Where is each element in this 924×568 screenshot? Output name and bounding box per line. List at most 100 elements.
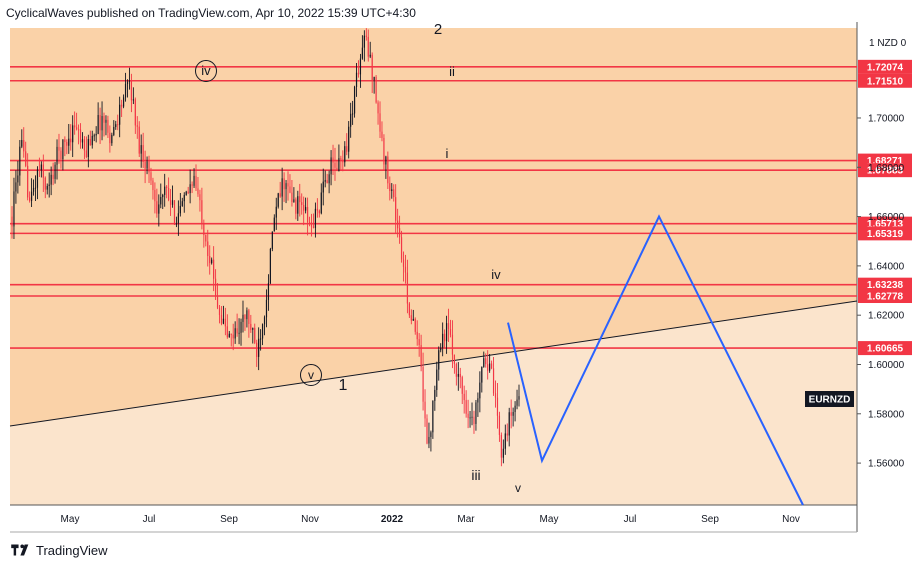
candle-body — [23, 140, 25, 152]
candle-body — [508, 412, 510, 436]
candle-body — [440, 347, 442, 351]
time-tick-label: 2022 — [381, 514, 404, 525]
candle-body — [344, 146, 346, 163]
candle-body — [168, 188, 170, 201]
candle-body — [352, 113, 354, 115]
candle-body — [434, 389, 436, 401]
candle-body — [183, 194, 185, 202]
candle-body — [209, 256, 211, 264]
candles — [11, 28, 520, 467]
resistance-price-tag — [858, 289, 912, 304]
candle-body — [355, 72, 358, 87]
chart-area-upper — [10, 28, 857, 426]
candle-body — [68, 138, 70, 146]
candle-body — [471, 416, 473, 418]
candle-body — [514, 405, 516, 413]
time-axis[interactable]: May Jul Sep Nov 2022 Mar May Jul Sep Nov — [61, 514, 800, 525]
candle-body — [504, 433, 506, 449]
candle-body — [387, 156, 389, 184]
candle-body — [383, 137, 385, 165]
candle-body — [442, 333, 444, 348]
candle-body — [199, 194, 201, 201]
candle-body — [461, 377, 463, 394]
projection — [507, 214, 804, 506]
candle-body — [213, 259, 215, 279]
ascending-trendline — [9, 300, 858, 427]
candle-body — [301, 202, 303, 205]
candle-body — [367, 36, 369, 57]
candle-body — [171, 200, 174, 205]
candle-body — [232, 334, 234, 339]
resistance-price-tag — [858, 163, 912, 178]
candle-body — [350, 113, 352, 127]
candle-body — [353, 86, 356, 114]
candle-body — [340, 158, 342, 160]
candle-body — [303, 204, 305, 211]
candle-body — [224, 318, 226, 327]
candle-body — [40, 164, 42, 171]
candle-body — [136, 125, 138, 127]
price-axis[interactable]: 1 NZD 0 1.56000 1.58000 1.60000 1.62000 1.640… — [805, 38, 907, 470]
candle-body — [156, 201, 158, 214]
candle-body — [420, 345, 422, 368]
candle-body — [477, 398, 479, 403]
candle-body — [373, 76, 375, 81]
candle-body — [267, 283, 270, 300]
resistance-price-label: 1.65319 — [867, 229, 904, 240]
time-tick-label: Nov — [782, 514, 800, 525]
price-tick-label: 1.68000 — [868, 163, 905, 174]
candle-body — [34, 187, 37, 189]
candle-body — [408, 303, 410, 316]
candle-body — [432, 400, 434, 433]
candle-body — [218, 307, 221, 315]
candle-body — [109, 132, 111, 144]
candle-body — [142, 145, 144, 162]
candle-body — [500, 434, 502, 458]
candle-body — [424, 401, 426, 419]
resistance-price-label: 1.60665 — [867, 344, 904, 355]
candle-body — [279, 193, 281, 197]
candle-body — [416, 331, 418, 340]
candle-body — [111, 134, 113, 144]
candle-body — [412, 318, 414, 321]
candle-body — [489, 363, 491, 371]
candle-body — [404, 266, 407, 273]
candle-body — [246, 310, 248, 320]
candle-body — [181, 201, 183, 206]
time-tick-label: Sep — [701, 514, 719, 525]
candle-body — [254, 327, 256, 343]
candle-body — [381, 131, 383, 138]
candle-body — [361, 47, 363, 59]
candle-body — [74, 125, 76, 128]
candle-body — [379, 113, 381, 132]
candle-body — [103, 116, 105, 123]
price-tick-label: 1.58000 — [868, 409, 905, 420]
candle-body — [248, 310, 250, 324]
candle-body — [75, 127, 78, 130]
trendline — [9, 300, 858, 427]
resistance-price-tag — [858, 277, 912, 292]
candle-body — [105, 119, 107, 123]
candle-body — [205, 235, 207, 242]
candle-body — [445, 323, 448, 342]
candle-body — [391, 189, 393, 191]
candle-body — [338, 158, 340, 171]
candle-body — [95, 133, 97, 136]
candle-body — [422, 367, 424, 402]
tradingview-footer[interactable]: TradingView — [10, 541, 108, 559]
wave-label: v — [515, 481, 521, 495]
candle-body — [289, 186, 291, 193]
candle-body — [426, 418, 428, 444]
candle-body — [175, 223, 178, 225]
candle-body — [469, 417, 471, 419]
tradingview-logo-icon — [11, 544, 29, 556]
candle-body — [38, 169, 41, 171]
candle-body — [226, 326, 228, 338]
candle-body — [197, 188, 199, 195]
time-tick-label: May — [540, 514, 559, 525]
candle-body — [436, 369, 438, 390]
candle-body — [89, 139, 91, 146]
candle-body — [36, 169, 39, 188]
candle-body — [459, 373, 461, 378]
